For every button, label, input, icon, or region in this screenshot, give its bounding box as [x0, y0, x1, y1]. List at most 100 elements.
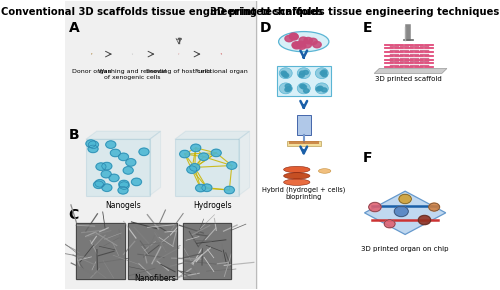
Circle shape	[118, 186, 128, 194]
Bar	[258, 1, 452, 289]
Circle shape	[285, 88, 290, 92]
Circle shape	[88, 145, 98, 153]
Polygon shape	[175, 139, 238, 195]
Circle shape	[196, 184, 205, 192]
Circle shape	[369, 202, 381, 212]
Circle shape	[285, 35, 294, 42]
Circle shape	[187, 166, 197, 173]
Circle shape	[139, 148, 149, 155]
Circle shape	[109, 174, 119, 182]
Circle shape	[316, 87, 322, 91]
Circle shape	[299, 37, 308, 43]
Bar	[289, 142, 319, 143]
Circle shape	[180, 150, 190, 158]
Circle shape	[299, 73, 304, 77]
Text: F: F	[362, 151, 372, 165]
Text: 3D printed scaffold: 3D printed scaffold	[375, 76, 442, 82]
Polygon shape	[86, 131, 160, 139]
Polygon shape	[150, 131, 160, 195]
Text: Hybrid (hydrogel + cells)
bioprinting: Hybrid (hydrogel + cells) bioprinting	[262, 187, 345, 200]
Circle shape	[418, 215, 430, 225]
Bar	[289, 143, 319, 144]
Circle shape	[290, 34, 298, 40]
Text: Conventional 3D scaffolds tissue engineering techniques: Conventional 3D scaffolds tissue enginee…	[0, 7, 322, 17]
Circle shape	[290, 33, 298, 39]
Circle shape	[284, 73, 289, 77]
Bar	[297, 115, 312, 135]
Circle shape	[123, 167, 133, 174]
Circle shape	[312, 41, 321, 48]
Circle shape	[106, 141, 116, 148]
Circle shape	[399, 194, 411, 204]
Circle shape	[300, 84, 305, 88]
Polygon shape	[374, 68, 447, 73]
Ellipse shape	[298, 83, 310, 94]
Text: D: D	[260, 21, 272, 35]
Circle shape	[88, 141, 99, 148]
Circle shape	[301, 85, 306, 89]
Bar	[182, 223, 231, 279]
Circle shape	[286, 87, 292, 90]
Circle shape	[281, 71, 286, 75]
Text: A: A	[68, 21, 80, 35]
Bar	[64, 1, 258, 289]
Text: B: B	[68, 128, 79, 142]
Circle shape	[198, 153, 208, 160]
Circle shape	[292, 43, 301, 49]
Circle shape	[322, 88, 327, 92]
Circle shape	[394, 206, 408, 217]
Ellipse shape	[298, 68, 310, 79]
Circle shape	[86, 140, 96, 147]
Bar	[76, 223, 124, 279]
Bar	[287, 141, 321, 146]
Ellipse shape	[279, 83, 292, 94]
Polygon shape	[238, 131, 250, 195]
Text: E: E	[362, 21, 372, 35]
Circle shape	[384, 220, 395, 228]
Ellipse shape	[278, 32, 329, 52]
Ellipse shape	[318, 169, 331, 173]
Bar	[128, 223, 177, 279]
Circle shape	[96, 163, 106, 171]
Circle shape	[224, 186, 234, 194]
Text: Nanofibers: Nanofibers	[134, 274, 176, 283]
Circle shape	[95, 180, 105, 187]
Polygon shape	[175, 131, 250, 139]
Circle shape	[300, 71, 305, 75]
Circle shape	[282, 72, 288, 77]
Text: 3D printed scaffolds tissue engineering techniques: 3D printed scaffolds tissue engineering …	[210, 7, 500, 17]
Circle shape	[298, 43, 306, 49]
Text: Hydrogels: Hydrogels	[193, 201, 232, 210]
Ellipse shape	[279, 68, 292, 79]
Circle shape	[94, 181, 104, 188]
Circle shape	[227, 162, 237, 169]
Ellipse shape	[284, 173, 310, 179]
Circle shape	[119, 180, 129, 188]
Text: Donor organ: Donor organ	[72, 69, 112, 74]
Text: Functional organ: Functional organ	[195, 69, 248, 74]
Bar	[128, 223, 177, 279]
Circle shape	[309, 38, 318, 45]
Circle shape	[428, 203, 440, 211]
Ellipse shape	[284, 179, 310, 185]
Circle shape	[322, 73, 327, 77]
Circle shape	[190, 164, 200, 171]
Circle shape	[101, 170, 111, 178]
Bar	[276, 66, 331, 96]
Circle shape	[102, 184, 112, 191]
Circle shape	[322, 70, 327, 74]
Circle shape	[304, 37, 312, 44]
Circle shape	[118, 153, 128, 161]
Circle shape	[126, 159, 136, 166]
Text: Washing and removal
of xenogenic cells: Washing and removal of xenogenic cells	[98, 69, 166, 80]
Circle shape	[296, 41, 305, 48]
Circle shape	[119, 182, 129, 189]
Polygon shape	[86, 139, 150, 195]
Circle shape	[202, 184, 212, 191]
Circle shape	[303, 70, 308, 75]
Circle shape	[190, 144, 201, 152]
Circle shape	[110, 149, 120, 157]
Circle shape	[292, 42, 300, 48]
Ellipse shape	[316, 83, 328, 94]
Text: Nanogels: Nanogels	[106, 201, 141, 210]
